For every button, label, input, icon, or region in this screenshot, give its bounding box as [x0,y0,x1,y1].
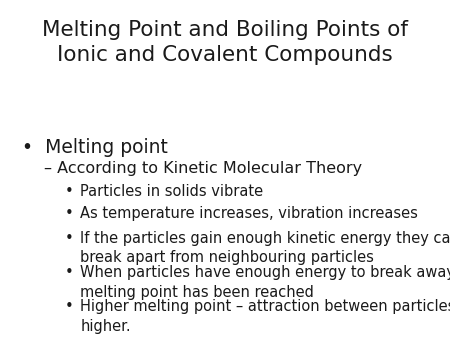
Text: As temperature increases, vibration increases: As temperature increases, vibration incr… [80,206,418,221]
Text: Melting Point and Boiling Points of
Ionic and Covalent Compounds: Melting Point and Boiling Points of Ioni… [42,20,408,65]
Text: Particles in solids vibrate: Particles in solids vibrate [80,184,263,199]
Text: Higher melting point – attraction between particles is
higher.: Higher melting point – attraction betwee… [80,299,450,334]
Text: If the particles gain enough kinetic energy they can
break apart from neighbouri: If the particles gain enough kinetic ene… [80,231,450,265]
Text: •: • [65,299,74,314]
Text: When particles have enough energy to break away, the
melting point has been reac: When particles have enough energy to bre… [80,265,450,299]
Text: •: • [65,265,74,280]
Text: •: • [65,184,74,199]
Text: •: • [65,231,74,246]
Text: •  Melting point: • Melting point [22,138,168,157]
Text: – According to Kinetic Molecular Theory: – According to Kinetic Molecular Theory [44,161,362,176]
Text: •: • [65,206,74,221]
